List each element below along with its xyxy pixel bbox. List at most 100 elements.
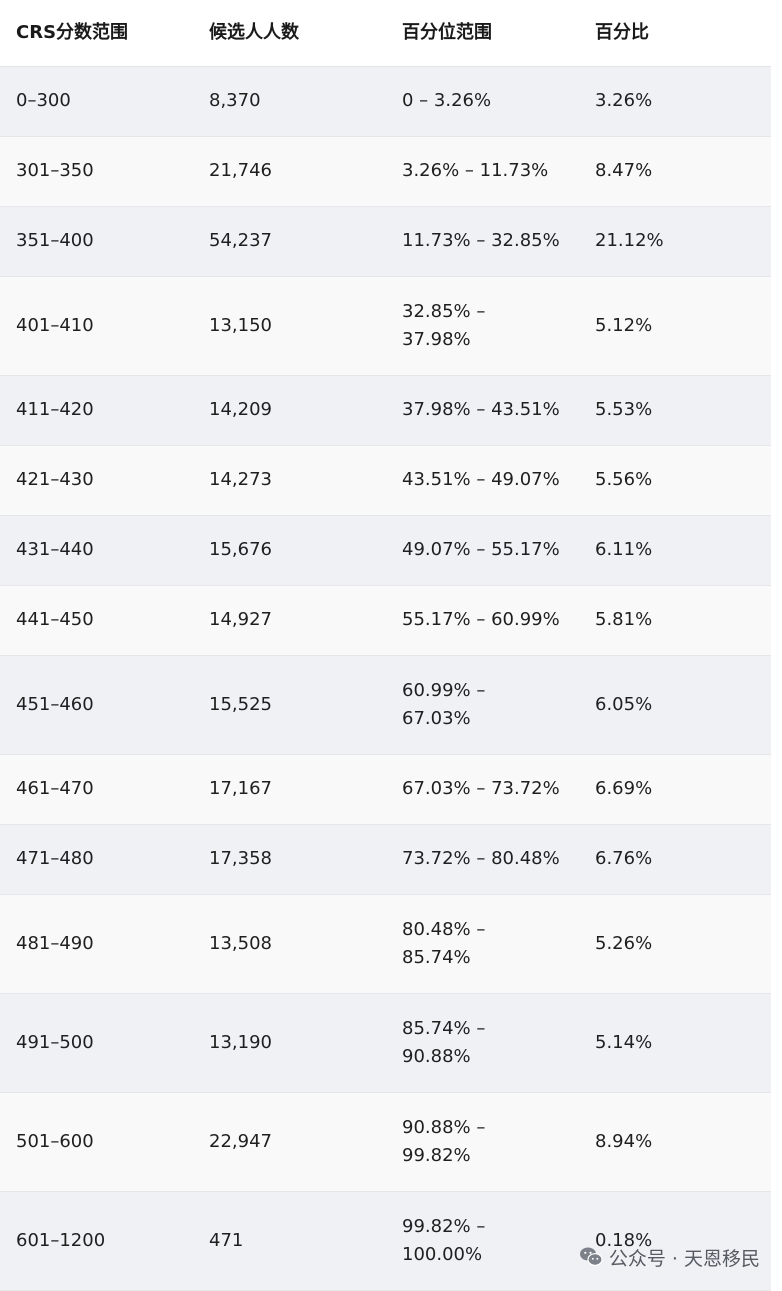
table-row: 601–1200 471 99.82% – 100.00% 0.18% bbox=[0, 1191, 771, 1290]
cell-percentile-range: 11.73% – 32.85% bbox=[386, 206, 579, 276]
table-row: 491–500 13,190 85.74% – 90.88% 5.14% bbox=[0, 993, 771, 1092]
cell-percentile-range: 37.98% – 43.51% bbox=[386, 375, 579, 445]
cell-percentile-range: 49.07% – 55.17% bbox=[386, 515, 579, 585]
wechat-icon bbox=[579, 1247, 603, 1266]
cell-percentile-range: 90.88% – 99.82% bbox=[386, 1092, 579, 1191]
cell-percentage: 21.12% bbox=[595, 230, 664, 251]
percentile-range-line: 49.07% – 55.17% bbox=[402, 539, 560, 560]
cell-percentage: 5.12% bbox=[595, 314, 653, 336]
watermark: 公众号 · 天恩移民 bbox=[579, 1242, 760, 1272]
table-row: 501–600 22,947 90.88% – 99.82% 8.94% bbox=[0, 1092, 771, 1191]
percentile-range-line: 85.74% bbox=[402, 946, 471, 968]
cell-crs-score-range: 421–430 bbox=[16, 469, 94, 490]
cell-crs-score-range: 0–300 bbox=[16, 90, 71, 111]
cell-percentage: 3.26% bbox=[595, 90, 653, 111]
cell-percentile-range: 55.17% – 60.99% bbox=[386, 585, 579, 655]
cell-percentage: 5.56% bbox=[595, 469, 653, 490]
cell-candidate-count: 13,190 bbox=[209, 1031, 272, 1053]
header-percentile-range: 百分位范围 bbox=[386, 0, 579, 67]
table-row: 451–460 15,525 60.99% – 67.03% 6.05% bbox=[0, 655, 771, 754]
cell-percentage: 5.26% bbox=[595, 932, 653, 954]
cell-crs-score-range: 601–1200 bbox=[16, 1229, 106, 1251]
cell-candidate-count: 13,508 bbox=[209, 932, 272, 954]
table-header-row: CRS分数范围 候选人人数 百分位范围 百分比 bbox=[0, 0, 771, 67]
header-percentage: 百分比 bbox=[579, 0, 771, 67]
percentile-range-line: 90.88% – bbox=[402, 1116, 486, 1138]
percentile-range-line: 85.74% – bbox=[402, 1017, 486, 1039]
percentile-range-line: 67.03% bbox=[402, 707, 471, 729]
percentile-range-line: 80.48% – bbox=[402, 918, 486, 940]
cell-crs-score-range: 301–350 bbox=[16, 160, 94, 181]
cell-crs-score-range: 431–440 bbox=[16, 539, 94, 560]
cell-percentile-range: 73.72% – 80.48% bbox=[386, 824, 579, 894]
table-row: 301–350 21,746 3.26% – 11.73% 8.47% bbox=[0, 136, 771, 206]
cell-crs-score-range: 501–600 bbox=[16, 1130, 94, 1152]
header-crs-score-range: CRS分数范围 bbox=[0, 0, 193, 67]
cell-percentage: 6.05% bbox=[595, 693, 653, 715]
cell-crs-score-range: 471–480 bbox=[16, 848, 94, 869]
cell-candidate-count: 17,358 bbox=[209, 848, 272, 869]
cell-percentile-range: 43.51% – 49.07% bbox=[386, 445, 579, 515]
watermark-text: 公众号 · 天恩移民 bbox=[608, 1247, 760, 1270]
cell-percentile-range: 85.74% – 90.88% bbox=[386, 993, 579, 1092]
cell-candidate-count: 15,525 bbox=[209, 693, 272, 715]
cell-crs-score-range: 451–460 bbox=[16, 693, 94, 715]
cell-candidate-count: 22,947 bbox=[209, 1130, 272, 1152]
cell-percentile-range: 67.03% – 73.72% bbox=[386, 754, 579, 824]
table-row: 471–480 17,358 73.72% – 80.48% 6.76% bbox=[0, 824, 771, 894]
cell-percentage: 8.47% bbox=[595, 160, 653, 181]
cell-crs-score-range: 481–490 bbox=[16, 932, 94, 954]
cell-percentile-range: 80.48% – 85.74% bbox=[386, 894, 579, 993]
percentile-range-line: 37.98% – 43.51% bbox=[402, 399, 560, 420]
table-row: 411–420 14,209 37.98% – 43.51% 5.53% bbox=[0, 375, 771, 445]
percentile-range-line: 3.26% – 11.73% bbox=[402, 160, 549, 181]
cell-crs-score-range: 441–450 bbox=[16, 609, 94, 630]
percentile-range-line: 60.99% – bbox=[402, 679, 486, 701]
table-row: 401–410 13,150 32.85% – 37.98% 5.12% bbox=[0, 276, 771, 375]
cell-percentage: 5.53% bbox=[595, 399, 653, 420]
cell-percentile-range: 99.82% – 100.00% bbox=[386, 1191, 579, 1290]
percentile-range-line: 67.03% – 73.72% bbox=[402, 778, 560, 799]
cell-candidate-count: 54,237 bbox=[209, 230, 272, 251]
cell-candidate-count: 14,209 bbox=[209, 399, 272, 420]
cell-percentage: 6.11% bbox=[595, 539, 653, 560]
cell-candidate-count: 15,676 bbox=[209, 539, 272, 560]
cell-percentage: 8.94% bbox=[595, 1130, 653, 1152]
percentile-range-line: 99.82% bbox=[402, 1144, 471, 1166]
table-row: 351–400 54,237 11.73% – 32.85% 21.12% bbox=[0, 206, 771, 276]
percentile-range-line: 99.82% – bbox=[402, 1215, 486, 1237]
cell-candidate-count: 471 bbox=[209, 1229, 244, 1251]
table-row: 421–430 14,273 43.51% – 49.07% 5.56% bbox=[0, 445, 771, 515]
cell-candidate-count: 17,167 bbox=[209, 778, 272, 799]
cell-percentile-range: 60.99% – 67.03% bbox=[386, 655, 579, 754]
cell-percentile-range: 0 – 3.26% bbox=[386, 66, 579, 136]
table-row: 461–470 17,167 67.03% – 73.72% 6.69% bbox=[0, 754, 771, 824]
percentile-range-line: 55.17% – 60.99% bbox=[402, 609, 560, 630]
cell-candidate-count: 8,370 bbox=[209, 90, 261, 111]
cell-candidate-count: 14,927 bbox=[209, 609, 272, 630]
cell-percentile-range: 32.85% – 37.98% bbox=[386, 276, 579, 375]
cell-crs-score-range: 491–500 bbox=[16, 1031, 94, 1053]
cell-candidate-count: 14,273 bbox=[209, 469, 272, 490]
cell-candidate-count: 21,746 bbox=[209, 160, 272, 181]
cell-candidate-count: 13,150 bbox=[209, 314, 272, 336]
header-candidate-count: 候选人人数 bbox=[193, 0, 386, 67]
percentile-range-line: 11.73% – 32.85% bbox=[402, 230, 560, 251]
table-row: 481–490 13,508 80.48% – 85.74% 5.26% bbox=[0, 894, 771, 993]
percentile-range-line: 73.72% – 80.48% bbox=[402, 848, 560, 869]
cell-crs-score-range: 351–400 bbox=[16, 230, 94, 251]
cell-percentage: 6.76% bbox=[595, 848, 653, 869]
table-row: 431–440 15,676 49.07% – 55.17% 6.11% bbox=[0, 515, 771, 585]
percentile-range-line: 37.98% bbox=[402, 328, 471, 350]
cell-crs-score-range: 401–410 bbox=[16, 314, 94, 336]
cell-crs-score-range: 411–420 bbox=[16, 399, 94, 420]
percentile-range-line: 43.51% – 49.07% bbox=[402, 469, 560, 490]
percentile-range-line: 100.00% bbox=[402, 1243, 483, 1265]
table-row: 0–300 8,370 0 – 3.26% 3.26% bbox=[0, 66, 771, 136]
table-body: 0–300 8,370 0 – 3.26% 3.26% 301–350 21,746 3.2… bbox=[0, 66, 771, 1290]
cell-percentage: 5.81% bbox=[595, 609, 653, 630]
table-row: 441–450 14,927 55.17% – 60.99% 5.81% bbox=[0, 585, 771, 655]
percentile-range-line: 90.88% bbox=[402, 1045, 471, 1067]
